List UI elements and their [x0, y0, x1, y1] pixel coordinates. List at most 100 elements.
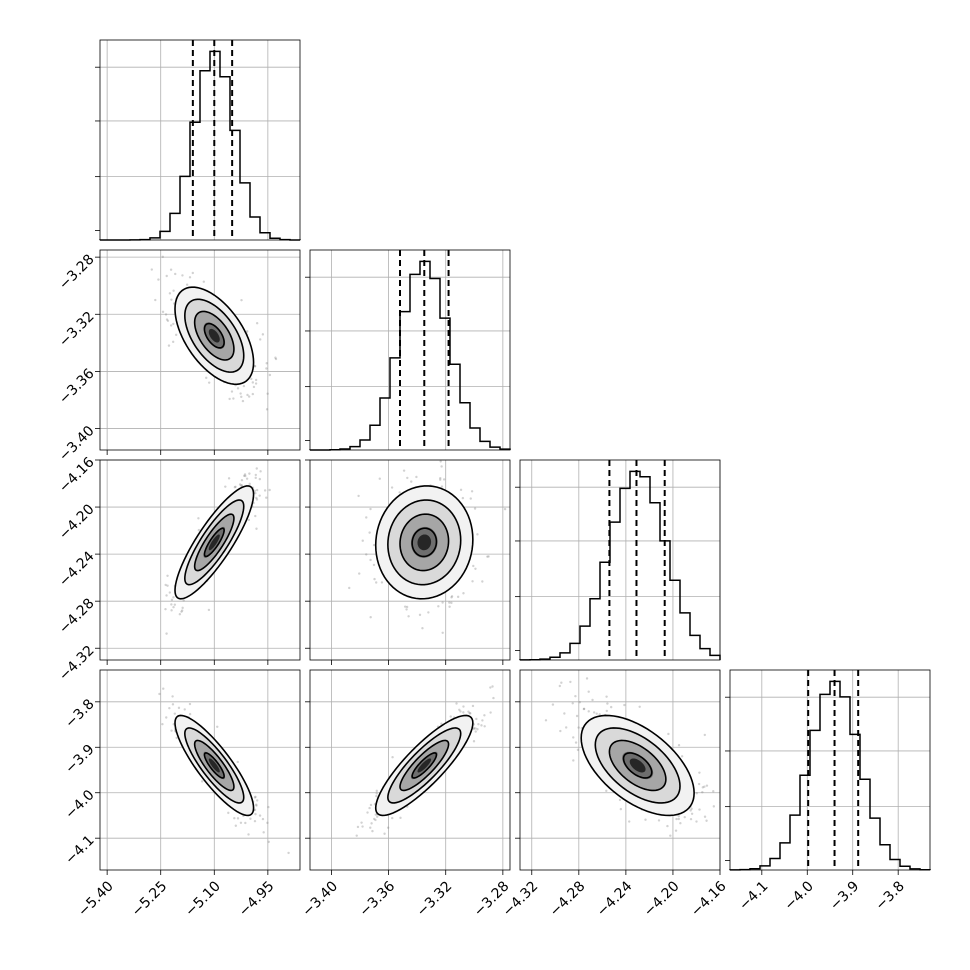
x-tick-label: −4.0: [782, 878, 817, 913]
scatter-point: [242, 384, 246, 388]
x-tick-label: −4.28: [547, 878, 589, 920]
density-fill: [208, 758, 220, 773]
scatter-point: [405, 608, 408, 611]
scatter-point: [245, 477, 249, 480]
contour-line-3: [174, 485, 255, 600]
contour-line-3: [580, 714, 695, 817]
scatter-point: [492, 696, 495, 700]
scatter-point: [703, 815, 707, 818]
scatter-point: [230, 390, 234, 393]
scatter-point: [471, 704, 475, 708]
scatter-point: [680, 755, 684, 758]
scatter-point: [236, 760, 239, 764]
scatter-point: [442, 478, 446, 481]
scatter-point: [489, 686, 492, 689]
scatter-point: [265, 496, 268, 499]
scatter-point: [427, 611, 430, 614]
scatter-point: [172, 596, 175, 599]
scatter-point: [255, 527, 258, 530]
scatter-point: [697, 782, 701, 786]
scatter-point: [165, 318, 169, 321]
x-tick-label: −5.25: [129, 878, 171, 920]
scatter-point: [695, 792, 698, 795]
scatter-point: [576, 748, 580, 752]
contour-line-1: [193, 739, 235, 792]
scatter-point: [258, 477, 262, 481]
scatter-point: [169, 268, 173, 271]
scatter-point: [246, 393, 249, 397]
scatter-point: [177, 706, 181, 710]
y-tick-label: −4.24: [56, 548, 98, 590]
scatter-point: [712, 790, 715, 793]
hist-panel-3: [725, 669, 931, 871]
scatter-point: [491, 685, 494, 688]
scatter-point: [677, 744, 681, 747]
scatter-point: [207, 608, 211, 612]
scatter-point: [667, 732, 670, 736]
density-fill: [417, 534, 432, 551]
scatter-point: [172, 289, 175, 292]
scatter-point: [274, 356, 277, 359]
scatter-point: [560, 681, 563, 684]
scatter-point: [181, 606, 184, 610]
contour-line-3: [174, 714, 255, 817]
scatter-point: [216, 725, 219, 728]
scatter-point: [172, 605, 175, 609]
scatter-point: [357, 494, 360, 498]
contour-line-0: [203, 322, 225, 349]
scatter-point: [559, 729, 562, 733]
panel-frame: [309, 669, 511, 871]
panel-frame: [309, 459, 511, 661]
panel-frame: [99, 669, 301, 871]
scatter-point: [606, 702, 609, 705]
scatter-point: [188, 276, 192, 279]
scatter-point: [185, 283, 189, 286]
scatter-point: [255, 321, 259, 325]
scatter-point: [233, 817, 236, 820]
scatter-point: [165, 274, 168, 278]
x-tick-label: −4.16: [688, 878, 730, 920]
scatter-point: [591, 698, 594, 702]
scatter-point: [471, 580, 474, 583]
scatter-point: [595, 712, 598, 715]
scatter-point: [698, 771, 701, 774]
scatter-point: [197, 517, 200, 520]
scatter-point: [698, 808, 701, 811]
scatter-point: [247, 833, 250, 836]
scatter-point: [254, 473, 258, 477]
scatter-point: [690, 812, 694, 815]
scatter-point: [169, 324, 173, 327]
scatter-point: [170, 598, 174, 601]
scatter-point: [158, 692, 161, 696]
y-tick-label: −3.9: [62, 742, 97, 777]
scatter-point: [254, 803, 258, 806]
scatter-point: [348, 586, 351, 590]
scatter-point: [251, 392, 255, 396]
scatter-point: [167, 344, 171, 347]
contour-line-2: [387, 727, 462, 804]
scatter-point: [265, 362, 268, 365]
scatter-point: [371, 829, 374, 833]
x-tick-label: −4.24: [594, 878, 636, 920]
scatter-point: [188, 712, 192, 716]
scatter-point: [398, 491, 401, 494]
scatter-point: [450, 596, 453, 599]
panel-frame: [99, 39, 301, 241]
scatter-point: [462, 711, 465, 714]
scatter-point: [227, 811, 230, 815]
scatter-point: [242, 474, 246, 478]
scatter-point: [373, 577, 376, 581]
scatter-point: [161, 310, 165, 314]
scatter-point: [481, 580, 484, 583]
scatter-point: [683, 815, 686, 819]
scatter-panel-2-0: [95, 459, 301, 665]
scatter-point: [243, 473, 247, 476]
scatter-point: [165, 632, 168, 635]
contour-line-2: [184, 727, 245, 804]
scatter-point: [474, 730, 477, 733]
scatter-point: [592, 711, 596, 714]
scatter-point: [406, 476, 409, 480]
scatter-point: [407, 615, 410, 618]
scatter-point: [474, 727, 477, 730]
scatter-point: [472, 740, 476, 743]
